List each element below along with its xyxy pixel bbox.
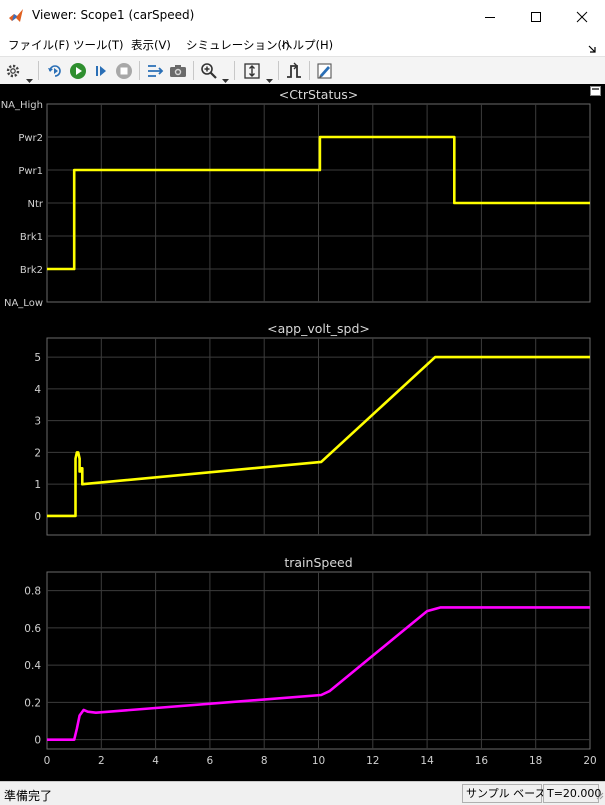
close-icon [576, 11, 588, 22]
y-tick-label: 0.2 [24, 697, 41, 709]
minimize-button[interactable] [467, 0, 513, 33]
run-icon[interactable] [68, 61, 88, 81]
zoom-in-icon[interactable] [199, 61, 219, 81]
x-tick-label: 16 [475, 755, 489, 767]
series-line [47, 606, 590, 742]
close-button[interactable] [559, 0, 605, 33]
y-tick-label: 2 [34, 447, 41, 459]
toolbar [0, 56, 605, 85]
menu-file[interactable]: ファイル(F) [8, 38, 70, 52]
minimize-icon [485, 16, 495, 18]
gear-icon[interactable] [3, 61, 23, 81]
y-tick-label: 3 [34, 416, 41, 428]
y-tick-label: Pwr1 [18, 166, 43, 177]
plot-title: <app_volt_spd> [267, 321, 370, 336]
step-back-icon[interactable] [45, 61, 65, 81]
menu-tools[interactable]: ツール(T) [73, 38, 124, 52]
status-bar: 準備完了 サンプル ベース T=20.000 [0, 781, 605, 805]
snapshot-icon[interactable] [168, 61, 188, 81]
x-tick-label: 18 [529, 755, 542, 767]
stop-icon[interactable] [114, 61, 134, 81]
style-icon[interactable] [315, 61, 335, 81]
matlab-logo-icon [8, 8, 24, 28]
toolbar-separator [38, 61, 39, 80]
step-forward-icon[interactable] [91, 61, 111, 81]
toolbar-separator [193, 61, 194, 80]
gear-dropdown-icon[interactable] [26, 68, 33, 87]
y-tick-label: 0.6 [24, 623, 41, 635]
x-tick-label: 4 [152, 755, 159, 767]
series-line [47, 355, 590, 518]
y-tick-label: NA_High [1, 100, 43, 111]
y-tick-label: Pwr2 [18, 133, 43, 144]
toolbar-separator [309, 61, 310, 80]
y-tick-label: 0.4 [24, 660, 41, 672]
plot-title: trainSpeed [284, 555, 352, 570]
y-tick-label: Ntr [27, 199, 43, 210]
x-tick-label: 8 [261, 755, 268, 767]
sample-mode: サンプル ベース [462, 784, 546, 803]
y-tick-label: 0 [34, 735, 41, 747]
scope-display: <CtrStatus> NA_Low Brk2 Brk1 Ntr Pwr1 Pwr2 NA_H… [0, 84, 605, 781]
y-tick-label: 4 [34, 384, 41, 396]
x-tick-label: 10 [312, 755, 325, 767]
zoom-dropdown-icon[interactable] [222, 68, 229, 87]
y-tick-label: NA_Low [4, 298, 43, 309]
maximize-icon [531, 11, 541, 22]
scope-plot-canvas: <CtrStatus> NA_Low Brk2 Brk1 Ntr Pwr1 Pwr2 NA_H… [1, 87, 597, 767]
resize-grip-icon[interactable] [596, 785, 604, 804]
y-tick-label: 1 [34, 479, 41, 491]
x-tick-label: 20 [583, 755, 596, 767]
sim-time: T=20.000 [543, 784, 601, 803]
menu-view[interactable]: 表示(V) [131, 38, 171, 52]
x-tick-label: 14 [420, 755, 434, 767]
x-tick-label: 6 [207, 755, 214, 767]
toolbar-separator [278, 61, 279, 80]
highlight-block-icon[interactable] [145, 61, 165, 81]
title-bar: Viewer: Scope1 (carSpeed) [0, 0, 605, 33]
menu-bar: ファイル(F) ツール(T) 表示(V) シミュレーション(I) ヘルプ(H) [0, 33, 605, 56]
x-tick-label: 2 [98, 755, 105, 767]
x-tick-label: 12 [366, 755, 379, 767]
pin-arrow-icon[interactable] [587, 39, 597, 58]
y-tick-label: 0 [34, 511, 41, 523]
scale-dropdown-icon[interactable] [266, 68, 273, 87]
x-tick-label: 0 [44, 755, 51, 767]
y-tick-label: 5 [34, 352, 41, 364]
y-tick-label: Brk1 [20, 232, 43, 243]
undock-button[interactable] [590, 86, 601, 96]
maximize-button[interactable] [513, 0, 559, 33]
series-line [47, 135, 590, 271]
menu-simulation[interactable]: シミュレーション(I) [186, 38, 290, 52]
y-tick-label: Brk2 [20, 265, 43, 276]
toolbar-separator [234, 61, 235, 80]
status-text: 準備完了 [4, 789, 53, 803]
menu-help[interactable]: ヘルプ(H) [281, 38, 334, 52]
trigger-icon[interactable] [284, 61, 304, 81]
scale-axes-icon[interactable] [242, 61, 262, 81]
window-title: Viewer: Scope1 (carSpeed) [32, 8, 195, 22]
y-tick-label: 0.8 [24, 586, 41, 598]
toolbar-separator [139, 61, 140, 80]
plot-title: <CtrStatus> [279, 87, 359, 102]
